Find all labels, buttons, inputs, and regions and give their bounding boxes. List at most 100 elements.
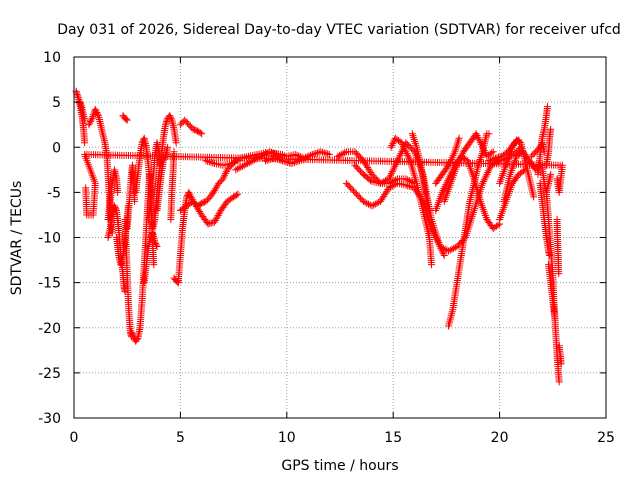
data-point bbox=[266, 148, 274, 156]
data-point bbox=[235, 164, 243, 172]
data-point bbox=[543, 103, 551, 111]
data-point bbox=[450, 244, 458, 252]
data-point bbox=[404, 182, 412, 190]
data-point bbox=[363, 199, 371, 207]
chart-title: Day 031 of 2026, Sidereal Day-to-day VTE… bbox=[57, 22, 621, 38]
data-point bbox=[401, 146, 409, 154]
data-point bbox=[399, 142, 407, 150]
data-point bbox=[547, 125, 555, 133]
data-point bbox=[312, 149, 320, 157]
data-point bbox=[439, 250, 447, 258]
data-point bbox=[196, 129, 204, 137]
data-point bbox=[404, 151, 412, 159]
data-point bbox=[352, 149, 360, 157]
data-point bbox=[352, 163, 360, 171]
data-point bbox=[485, 130, 493, 138]
data-point bbox=[385, 184, 393, 192]
data-point bbox=[425, 206, 433, 214]
data-point bbox=[211, 216, 219, 224]
y-tick-label: -20 bbox=[38, 321, 61, 337]
data-point bbox=[403, 150, 411, 158]
data-point bbox=[128, 330, 136, 338]
x-tick-label: 25 bbox=[597, 430, 615, 446]
data-point bbox=[475, 135, 483, 143]
data-point bbox=[373, 199, 381, 207]
data-point bbox=[153, 243, 161, 251]
data-point bbox=[390, 181, 398, 189]
data-point bbox=[472, 130, 480, 138]
data-point bbox=[182, 118, 190, 126]
data-point bbox=[319, 148, 327, 156]
data-point bbox=[344, 181, 352, 189]
data-point bbox=[86, 118, 94, 126]
data-point bbox=[387, 143, 395, 151]
data-point bbox=[88, 114, 96, 122]
data-point bbox=[342, 179, 350, 187]
data-point bbox=[485, 165, 493, 173]
data-point bbox=[410, 136, 418, 144]
y-tick-label: -10 bbox=[38, 231, 61, 247]
data-point bbox=[382, 177, 390, 185]
data-point bbox=[482, 172, 490, 180]
data-point bbox=[351, 148, 359, 156]
data-point bbox=[368, 170, 376, 178]
data-point bbox=[487, 161, 495, 169]
y-tick-label: 5 bbox=[52, 95, 61, 111]
data-point bbox=[295, 152, 303, 160]
data-point bbox=[453, 140, 461, 148]
data-point bbox=[167, 215, 175, 223]
x-axis-ticks: 0 5 10 15 20 25 bbox=[70, 57, 615, 446]
data-point bbox=[85, 121, 93, 129]
data-point bbox=[409, 146, 417, 154]
data-point bbox=[354, 191, 362, 199]
data-point bbox=[395, 153, 403, 161]
data-point bbox=[488, 149, 496, 157]
data-point bbox=[355, 152, 363, 160]
data-point bbox=[437, 244, 445, 252]
data-point bbox=[551, 315, 559, 323]
data-point bbox=[480, 176, 488, 184]
data-point bbox=[484, 169, 492, 177]
data-point bbox=[378, 178, 386, 186]
data-point bbox=[446, 246, 454, 254]
data-point bbox=[123, 116, 131, 124]
data-point bbox=[189, 125, 197, 133]
data-point bbox=[388, 182, 396, 190]
data-point bbox=[162, 119, 170, 127]
data-point bbox=[232, 166, 240, 174]
data-point bbox=[277, 156, 285, 164]
data-point bbox=[494, 221, 502, 229]
data-point bbox=[410, 134, 418, 142]
data-point bbox=[273, 150, 281, 158]
data-point bbox=[448, 245, 456, 253]
x-tick-label: 15 bbox=[384, 430, 402, 446]
data-point bbox=[215, 179, 223, 187]
data-point bbox=[81, 139, 89, 147]
data-point bbox=[393, 159, 401, 167]
data-point bbox=[220, 173, 228, 181]
data-point bbox=[409, 132, 417, 140]
data-point bbox=[214, 211, 222, 219]
data-point bbox=[74, 92, 82, 100]
data-point bbox=[389, 166, 397, 174]
data-point bbox=[203, 196, 211, 204]
x-axis-label: GPS time / hours bbox=[281, 458, 398, 474]
data-point bbox=[202, 197, 210, 205]
data-point bbox=[240, 161, 248, 169]
data-point bbox=[284, 158, 292, 166]
data-point bbox=[313, 149, 321, 157]
data-point bbox=[438, 246, 446, 254]
data-point bbox=[387, 183, 395, 191]
data-point bbox=[520, 167, 528, 175]
data-point bbox=[267, 148, 275, 156]
data-point bbox=[133, 336, 141, 344]
data-point bbox=[213, 213, 221, 221]
data-point bbox=[357, 167, 365, 175]
y-tick-label: -30 bbox=[38, 411, 61, 427]
data-point bbox=[305, 152, 313, 160]
data-point bbox=[269, 149, 277, 157]
data-point bbox=[529, 151, 537, 159]
data-point bbox=[209, 159, 217, 167]
data-point bbox=[405, 182, 413, 190]
data-point bbox=[230, 193, 238, 201]
